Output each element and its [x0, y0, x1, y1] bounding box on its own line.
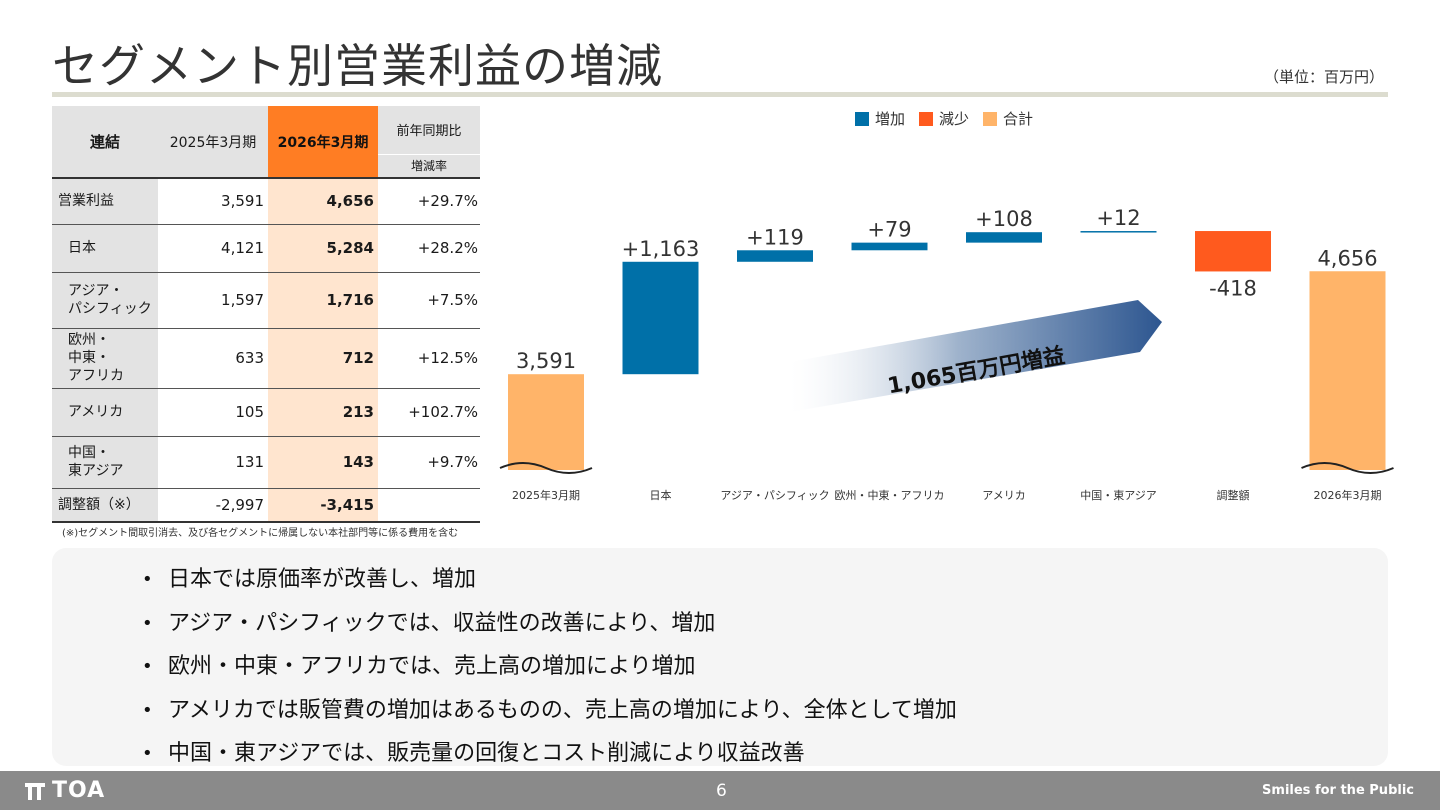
- header-prev-year: 2025年3月期: [158, 106, 268, 178]
- row-prev-value: 3,591: [158, 177, 268, 225]
- table-footnote: (※)セグメント間取引消去、及び各セグメントに帰属しない本社部門等に係る費用を含…: [62, 528, 459, 539]
- axis-break-mark: [499, 462, 593, 474]
- waterfall-chart: 1,065百万円増益 3,5912025年3月期+1,163日本+119アジア・…: [499, 206, 1394, 502]
- bar-total: [1309, 271, 1386, 470]
- category-label: アジア・パシフィック: [720, 489, 829, 502]
- bar-data-label: +119: [746, 225, 804, 249]
- bar-data-label: -418: [1209, 276, 1257, 300]
- row-cur-value: 712: [268, 328, 378, 389]
- comment-item: 中国・東アジアでは、販売量の回復とコスト削減により収益改善: [142, 732, 1388, 776]
- row-label: 調整額（※）: [52, 488, 158, 523]
- row-change-rate: +12.5%: [378, 328, 480, 389]
- comment-item: アメリカでは販管費の増加はあるものの、売上高の増加により、全体として増加: [142, 689, 1388, 733]
- company-logo: TOA: [24, 778, 105, 803]
- comment-item: 日本では原価率が改善し、増加: [142, 558, 1388, 602]
- row-label: アメリカ: [52, 388, 158, 437]
- header-change-rate: 増減率: [378, 153, 480, 178]
- row-cur-value: 143: [268, 436, 378, 489]
- title-divider: [52, 92, 1388, 97]
- row-change-rate: +28.2%: [378, 224, 480, 273]
- row-change-rate: +7.5%: [378, 272, 480, 329]
- bar-data-label: +108: [975, 207, 1033, 231]
- comments-panel: 日本では原価率が改善し、増加アジア・パシフィックでは、収益性の改善により、増加欧…: [52, 548, 1388, 775]
- logo-text: TOA: [52, 778, 106, 803]
- bar-increase: [622, 261, 699, 375]
- bar-increase: [851, 242, 928, 251]
- table-row: アジア・ パシフィック 1,597 1,716 +7.5%: [52, 272, 480, 329]
- growth-arrow: [790, 300, 1162, 412]
- row-change-rate: +9.7%: [378, 436, 480, 489]
- legend-increase: 増加: [855, 108, 905, 129]
- category-label: 日本: [650, 488, 672, 502]
- table-row: 営業利益 3,591 4,656 +29.7%: [52, 177, 480, 225]
- row-label: 営業利益: [52, 177, 158, 225]
- header-consolidated: 連結: [52, 106, 158, 178]
- bar-data-label: +12: [1096, 206, 1140, 230]
- row-cur-value: 5,284: [268, 224, 378, 273]
- table-row: 中国・ 東アジア 131 143 +9.7%: [52, 436, 480, 489]
- row-prev-value: 105: [158, 388, 268, 437]
- table-row: 欧州・ 中東・ アフリカ 633 712 +12.5%: [52, 328, 480, 389]
- row-prev-value: 1,597: [158, 272, 268, 329]
- legend-total: 合計: [983, 108, 1033, 129]
- category-label: 2025年3月期: [512, 488, 580, 502]
- comment-item: 欧州・中東・アフリカでは、売上高の増加により増加: [142, 645, 1388, 689]
- legend-decrease: 減少: [919, 108, 969, 129]
- axis-break-mark: [1301, 462, 1394, 474]
- bar-data-label: 3,591: [516, 349, 576, 373]
- bar-total: [508, 374, 584, 470]
- legend-swatch-decrease: [919, 111, 934, 126]
- row-cur-value: 213: [268, 388, 378, 437]
- legend-swatch-total: [983, 111, 998, 126]
- row-change-rate: +102.7%: [378, 388, 480, 437]
- bar-data-label: +79: [867, 218, 911, 242]
- segment-table: 連結 2025年3月期 2026年3月期 前年同期比 増減率 営業利益 3,591…: [52, 106, 480, 523]
- row-label: アジア・ パシフィック: [52, 272, 158, 329]
- category-label: 2026年3月期: [1314, 488, 1382, 502]
- row-label: 欧州・ 中東・ アフリカ: [52, 328, 158, 389]
- legend-label-total: 合計: [1003, 110, 1034, 128]
- row-cur-value: 1,716: [268, 272, 378, 329]
- comment-list: 日本では原価率が改善し、増加アジア・パシフィックでは、収益性の改善により、増加欧…: [142, 558, 1388, 776]
- bar-increase: [737, 250, 813, 262]
- bar-increase: [966, 232, 1042, 243]
- legend-label-decrease: 減少: [939, 110, 970, 128]
- bar-increase: [1080, 231, 1157, 233]
- row-prev-value: -2,997: [158, 488, 268, 523]
- table-row: 日本 4,121 5,284 +28.2%: [52, 224, 480, 273]
- row-prev-value: 4,121: [158, 224, 268, 273]
- row-cur-value: -3,415: [268, 488, 378, 523]
- row-change-rate: +29.7%: [378, 177, 480, 225]
- footer-slogan: Smiles for the Public: [1262, 783, 1414, 798]
- table-row: アメリカ 105 213 +102.7%: [52, 388, 480, 437]
- footer-bar: [0, 771, 1440, 810]
- row-prev-value: 131: [158, 436, 268, 489]
- bar-data-label: +1,163: [622, 237, 700, 261]
- category-label: 中国・東アジア: [1080, 489, 1157, 502]
- toa-logo-icon: [25, 782, 45, 800]
- bar-data-label: 4,656: [1317, 246, 1377, 270]
- header-cur-year: 2026年3月期: [268, 106, 378, 178]
- chart-legend: 増加 減少 合計: [855, 108, 1033, 129]
- category-label: 調整額: [1217, 488, 1250, 502]
- row-change-rate: [378, 488, 480, 523]
- legend-label-increase: 増加: [875, 110, 906, 128]
- table-row: 調整額（※） -2,997 -3,415: [52, 488, 480, 523]
- category-label: アメリカ: [982, 489, 1025, 502]
- header-yoy: 前年同期比: [378, 106, 480, 154]
- comment-item: アジア・パシフィックでは、収益性の改善により、増加: [142, 602, 1388, 646]
- row-prev-value: 633: [158, 328, 268, 389]
- row-label: 中国・ 東アジア: [52, 436, 158, 489]
- unit-label: （単位：百万円）: [1263, 68, 1384, 86]
- category-label: 欧州・中東・アフリカ: [835, 489, 945, 502]
- page-title: セグメント別営業利益の増減: [52, 39, 663, 93]
- row-label: 日本: [52, 224, 158, 273]
- bar-decrease: [1195, 231, 1271, 272]
- row-cur-value: 4,656: [268, 177, 378, 225]
- legend-swatch-increase: [855, 111, 869, 126]
- page-number: 6: [716, 781, 727, 801]
